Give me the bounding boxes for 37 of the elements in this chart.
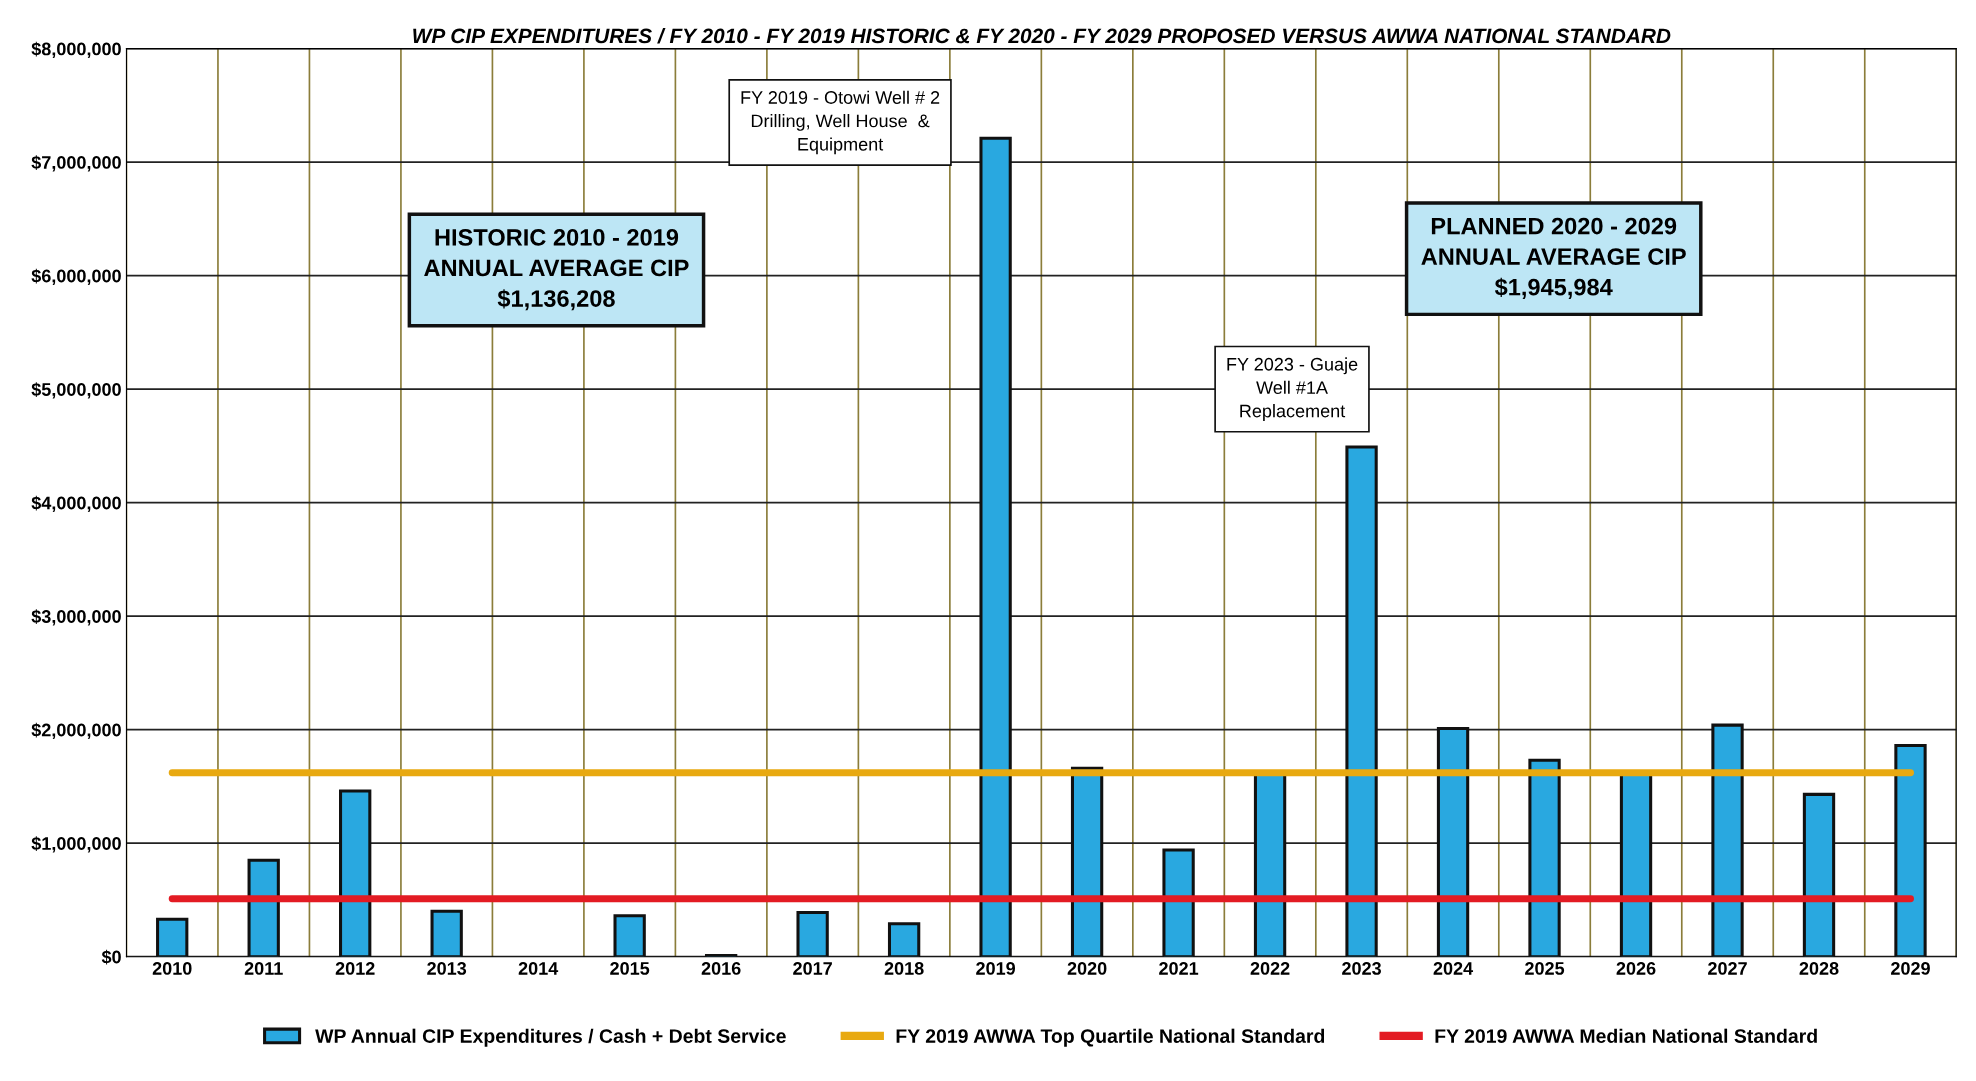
x-tick-label: 2021: [1159, 962, 1199, 975]
x-tick-label: 2027: [1708, 962, 1747, 975]
x-tick-label: 2010: [152, 962, 192, 975]
legend-label: WP Annual CIP Expenditures / Cash + Debt Service: [315, 1028, 786, 1047]
x-tick-label: 2015: [610, 962, 650, 975]
chart-title: WP CIP EXPENDITURES / FY 2010 - FY 2019 HISTORIC & FY 2020 - FY 2029 PROPOSED VERSUS AWWA NATIONAL STANDARD: [413, 27, 1671, 44]
y-tick-label: $2,000,000: [31, 722, 121, 740]
annotation: FY 2019 - Otowi Well # 2 Drilling, Well House & Equipment: [741, 90, 940, 155]
x-tick-label: 2013: [427, 962, 467, 975]
y-tick-label: $3,000,000: [31, 609, 121, 626]
x-tick-label: 2012: [335, 962, 375, 975]
annotation: PLANNED 2020 - 2029 ANNUAL AVERAGE CIP $1,945,984: [1421, 217, 1686, 299]
x-tick-label: 2014: [518, 962, 559, 975]
annotation: HISTORIC 2010 - 2019 ANNUAL AVERAGE CIP $1,136,208: [424, 229, 689, 311]
x-tick-label: 2017: [793, 962, 832, 975]
x-tick-label: 2016: [701, 962, 741, 975]
x-tick-label: 2011: [244, 962, 283, 975]
x-tick-label: 2018: [884, 962, 924, 975]
x-tick-label: 2022: [1250, 962, 1290, 975]
x-tick-label: 2028: [1799, 962, 1839, 975]
y-tick-label: $7,000,000: [31, 155, 121, 172]
y-tick-label: $5,000,000: [31, 382, 121, 399]
x-tick-label: 2019: [976, 962, 1016, 975]
annotation: FY 2023 - Guaje Well #1A Replacement: [1227, 357, 1358, 421]
y-tick-label: $1,000,000: [31, 836, 121, 853]
x-tick-label: 2025: [1525, 962, 1565, 975]
x-tick-label: 2023: [1342, 962, 1381, 975]
x-tick-label: 2029: [1891, 962, 1930, 975]
legend-label: FY 2019 AWWA Median National Standard: [1435, 1028, 1817, 1043]
x-tick-label: 2026: [1616, 962, 1656, 975]
y-tick-label: $8,000,000: [31, 41, 121, 58]
legend-label: FY 2019 AWWA Top Quartile National Standard: [896, 1028, 1325, 1047]
y-tick-label: $6,000,000: [31, 268, 121, 285]
x-tick-label: 2024: [1433, 962, 1474, 975]
y-tick-label: $4,000,000: [31, 495, 121, 512]
y-tick-label: $0: [101, 949, 121, 965]
x-tick-label: 2020: [1067, 962, 1107, 975]
